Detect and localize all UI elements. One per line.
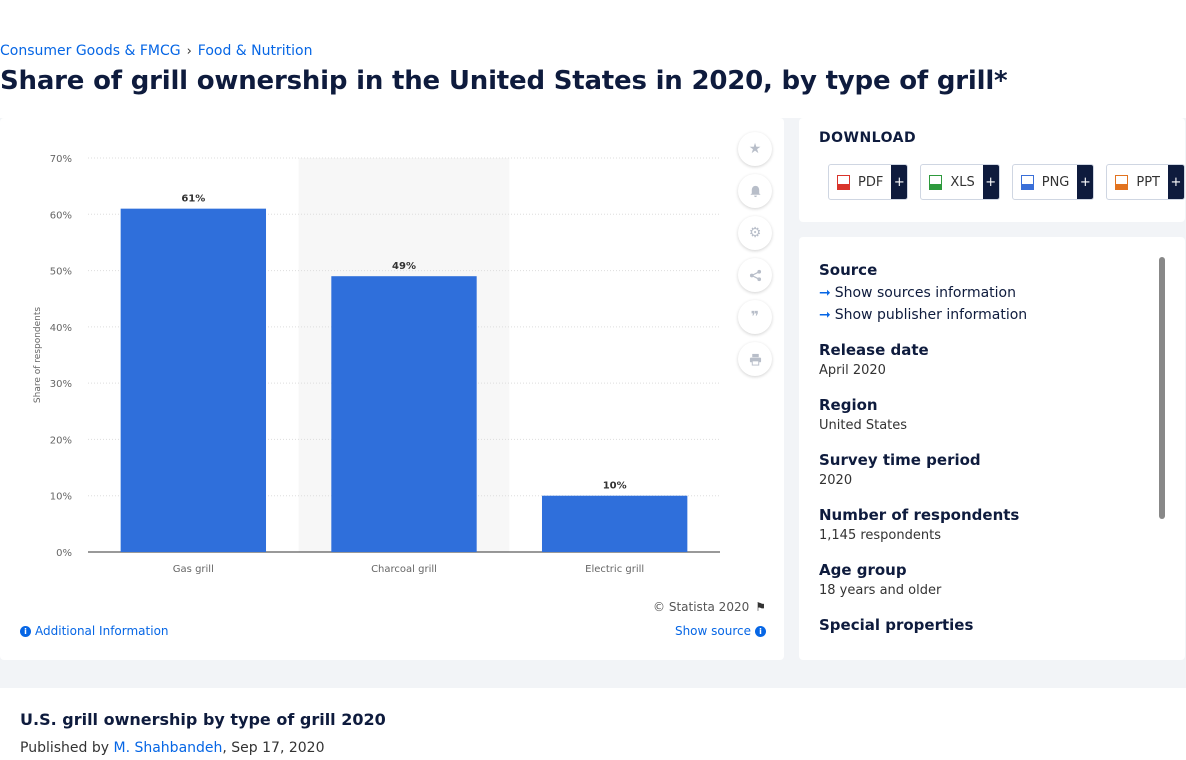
- xls-file-icon: [929, 174, 943, 190]
- age-group-label: Age group: [819, 561, 907, 579]
- download-title: DOWNLOAD: [819, 130, 917, 146]
- bar: [120, 208, 267, 552]
- y-tick-label: 20%: [50, 435, 72, 446]
- survey-period-label: Survey time period: [819, 451, 981, 469]
- region-value: United States: [819, 418, 908, 433]
- y-tick-label: 0%: [56, 548, 72, 559]
- download-card: DOWNLOAD PDF + XLS + PNG + PPT +: [799, 118, 1185, 222]
- source-label: Source: [819, 261, 878, 279]
- statistic-details-card: Source ➞ Show sources information ➞ Show…: [799, 237, 1185, 660]
- published-by: Published by M. Shahbandeh, Sep 17, 2020: [20, 740, 324, 756]
- png-file-icon: [1020, 174, 1034, 190]
- info-icon: i: [20, 625, 31, 637]
- show-publisher-label: Show publisher information: [834, 307, 1028, 323]
- y-tick-label: 50%: [50, 267, 72, 278]
- print-icon: [749, 353, 761, 366]
- breadcrumb-separator: ›: [186, 43, 192, 59]
- download-ppt-button[interactable]: PPT +: [1106, 164, 1185, 200]
- special-properties-label: Special properties: [819, 616, 974, 634]
- respondents-label: Number of respondents: [819, 506, 1020, 524]
- y-tick-label: 60%: [50, 210, 72, 221]
- cite-button[interactable]: ❞: [738, 300, 772, 334]
- plus-icon: +: [891, 165, 908, 199]
- print-button[interactable]: [738, 342, 772, 376]
- statistic-summary: U.S. grill ownership by type of grill 20…: [0, 688, 1186, 760]
- breadcrumb: Consumer Goods & FMCG › Food & Nutrition: [0, 43, 312, 59]
- statistic-title: U.S. grill ownership by type of grill 20…: [20, 710, 386, 729]
- arrow-right-icon: ➞: [819, 285, 831, 301]
- share-icon: [749, 269, 761, 281]
- show-source-link[interactable]: Show source i: [675, 624, 766, 638]
- y-tick-label: 40%: [50, 323, 72, 334]
- download-xls-button[interactable]: XLS +: [920, 164, 1000, 200]
- details-scrollbar[interactable]: [1159, 257, 1165, 519]
- release-date-value: April 2020: [819, 363, 886, 378]
- plus-icon: +: [982, 165, 999, 199]
- plus-icon: +: [1077, 165, 1094, 199]
- x-tick-label: Electric grill: [585, 564, 644, 575]
- download-buttons: PDF + XLS + PNG + PPT +: [828, 164, 1185, 200]
- info-icon: i: [755, 625, 766, 637]
- additional-information-link[interactable]: i Additional Information: [20, 624, 169, 638]
- show-source-label: Show source: [674, 624, 751, 638]
- plus-icon: +: [1168, 165, 1184, 199]
- y-axis-label: Share of respondents: [33, 307, 43, 404]
- show-sources-link[interactable]: ➞ Show sources information: [819, 285, 1027, 301]
- arrow-right-icon: ➞: [819, 307, 831, 323]
- data-label: 10%: [603, 481, 627, 492]
- notification-button[interactable]: [738, 174, 772, 208]
- bar: [331, 276, 477, 552]
- download-pdf-button[interactable]: PDF +: [828, 164, 909, 200]
- settings-button[interactable]: ⚙: [738, 216, 772, 250]
- survey-period-value: 2020: [819, 473, 853, 488]
- respondents-value: 1,145 respondents: [819, 528, 941, 543]
- x-tick-label: Gas grill: [173, 564, 214, 575]
- bar-chart: 0% 10% 20% 30% 40% 50% 60% 70% 61% Gas grill 49% Ch…: [33, 154, 720, 575]
- download-ppt-label: PPT: [1136, 174, 1160, 190]
- page-title: Share of grill ownership in the United S…: [0, 66, 1008, 96]
- age-group-value: 18 years and older: [819, 583, 942, 598]
- ppt-file-icon: [1115, 174, 1129, 190]
- download-png-label: PNG: [1041, 174, 1070, 190]
- show-publisher-link[interactable]: ➞ Show publisher information: [819, 307, 1027, 323]
- top-banner: [0, 0, 1186, 118]
- author-link[interactable]: M. Shahbandeh: [113, 740, 223, 756]
- y-tick-label: 10%: [50, 492, 72, 503]
- download-pdf-label: PDF: [858, 174, 884, 190]
- region-label: Region: [819, 396, 878, 414]
- data-label: 49%: [392, 261, 416, 272]
- gear-icon: ⚙: [748, 225, 762, 241]
- show-sources-label: Show sources information: [834, 285, 1016, 301]
- chart-card: 0% 10% 20% 30% 40% 50% 60% 70% 61% Gas grill 49% Ch…: [0, 118, 784, 660]
- breadcrumb-item-food-nutrition[interactable]: Food & Nutrition: [197, 43, 313, 59]
- release-date-label: Release date: [819, 341, 929, 359]
- pdf-file-icon: [837, 174, 850, 190]
- additional-information-label: Additional Information: [35, 624, 169, 638]
- share-button[interactable]: [738, 258, 772, 292]
- copyright-text: © Statista 2020: [653, 600, 750, 614]
- flag-icon[interactable]: ⚑: [755, 600, 766, 614]
- download-png-button[interactable]: PNG +: [1011, 164, 1095, 200]
- publish-date: , Sep 17, 2020: [222, 740, 325, 756]
- bar: [541, 495, 688, 552]
- published-by-label: Published by: [20, 740, 114, 756]
- data-label: 61%: [181, 194, 205, 205]
- breadcrumb-item-consumer-goods[interactable]: Consumer Goods & FMCG: [0, 43, 181, 59]
- x-tick-label: Charcoal grill: [371, 564, 437, 575]
- y-tick-label: 30%: [50, 379, 72, 390]
- quote-icon: ❞: [750, 309, 760, 325]
- bell-icon: [749, 185, 761, 197]
- y-tick-label: 70%: [50, 154, 72, 165]
- download-xls-label: XLS: [950, 174, 975, 190]
- favorite-button[interactable]: ★: [738, 132, 772, 166]
- chart-tools: ★ ⚙ ❞: [738, 132, 772, 384]
- star-icon: ★: [748, 141, 762, 157]
- chart-copyright: © Statista 2020 ⚑: [653, 600, 766, 614]
